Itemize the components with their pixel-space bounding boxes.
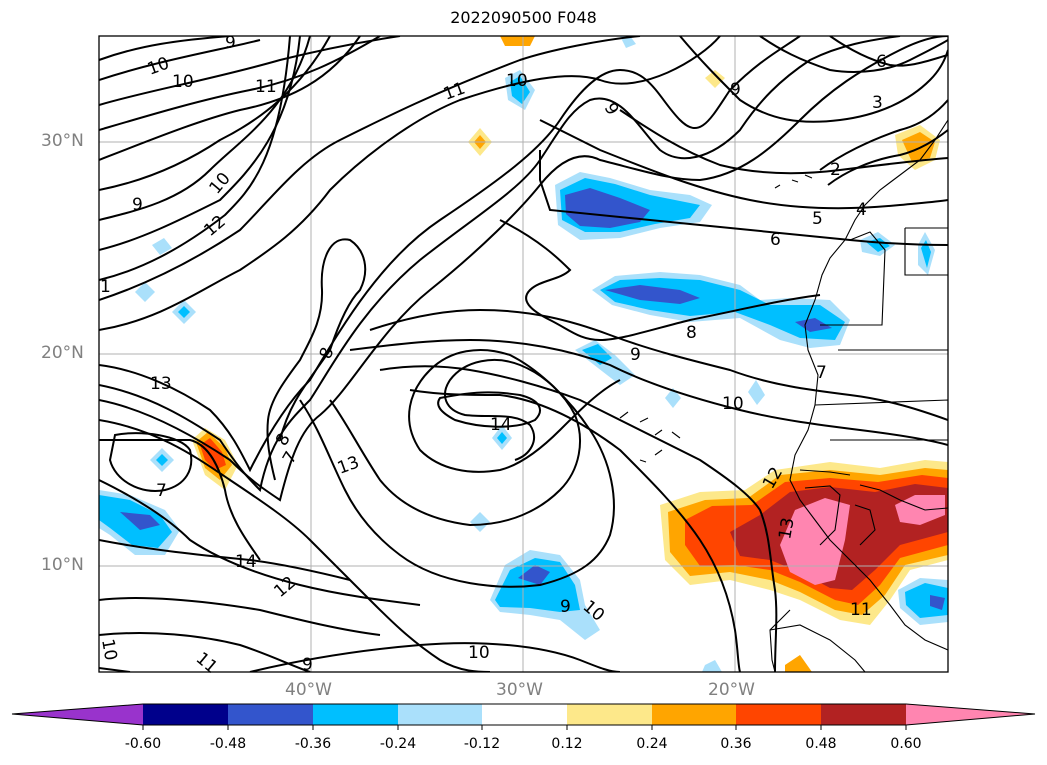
- contour-label: 3: [872, 93, 883, 113]
- contour-label: 8: [316, 345, 338, 362]
- contour-label: 9: [730, 80, 741, 100]
- lon-label-40w: 40°W: [285, 680, 332, 700]
- colorbar-tick-label: -0.60: [124, 736, 162, 752]
- colorbar-tick-label: 0.36: [720, 736, 752, 752]
- contour-label: 11: [192, 649, 221, 678]
- contour-label: 10: [206, 169, 235, 198]
- contour-label: 8: [686, 323, 697, 343]
- contour-label: 7: [156, 481, 167, 501]
- contour-label: 10: [722, 394, 744, 414]
- colorbar-tick-label: 0.24: [636, 736, 668, 752]
- contour-label: 4: [856, 200, 867, 220]
- colorbar-tick-label: -0.12: [463, 736, 501, 752]
- lat-label-30n: 30°N: [41, 131, 84, 151]
- colorbar-segment: [228, 704, 313, 725]
- contour-label: 9: [225, 33, 236, 53]
- colorbar-segment: [652, 704, 736, 725]
- colorbar-tick-label: 0.60: [890, 736, 922, 752]
- contour-label: 2: [830, 160, 841, 180]
- colorbar-tick-label: -0.48: [209, 736, 247, 752]
- colorbar-segment: [567, 704, 652, 725]
- colorbar-extend-min: [12, 704, 143, 725]
- contour-label: 14: [490, 415, 512, 435]
- contour-label: 6: [876, 52, 887, 72]
- colorbar-segment: [398, 704, 482, 725]
- colorbar-segment: [736, 704, 821, 725]
- contour-label: 10: [506, 71, 528, 91]
- colorbar-segment: [482, 704, 567, 725]
- contour-label: 11: [255, 77, 277, 97]
- map-frame: [98, 35, 949, 673]
- contour-label: 9: [600, 100, 623, 119]
- colorbar: [11, 703, 1036, 730]
- contour-label: 10: [468, 643, 490, 663]
- contour-lines: [99, 36, 948, 672]
- lat-label-10n: 10°N: [41, 555, 84, 575]
- warm-anomaly-pink: [780, 495, 945, 585]
- contour-label: 6: [770, 230, 781, 250]
- contour-label: 14: [235, 552, 257, 572]
- contour-label: 10: [97, 637, 120, 662]
- colorbar-segment: [143, 704, 228, 725]
- contour-label: 9: [132, 195, 143, 215]
- contour-label: 7: [816, 363, 827, 383]
- contour-label: 9: [302, 655, 313, 675]
- contour-label: 12: [270, 573, 299, 602]
- contour-label: 10: [172, 72, 194, 92]
- contour-label: 9: [560, 597, 571, 617]
- contour-label: 8: [272, 430, 295, 449]
- colorbar-tick-label: -0.36: [294, 736, 332, 752]
- contour-label: 5: [812, 209, 823, 229]
- colorbar-tick-label: -0.24: [379, 736, 417, 752]
- contour-label: 1: [100, 277, 111, 297]
- lon-label-30w: 30°W: [496, 680, 543, 700]
- lat-label-20n: 20°N: [41, 343, 84, 363]
- lon-label-20w: 20°W: [708, 680, 755, 700]
- contour-label: 13: [335, 453, 362, 479]
- contour-label: 7: [279, 448, 302, 467]
- colorbar-segment: [821, 704, 906, 725]
- colorbar-extend-max: [906, 704, 1035, 725]
- map-title: 2022090500 F048: [450, 8, 597, 27]
- contour-label: 13: [150, 374, 172, 394]
- contour-label: 12: [200, 212, 229, 241]
- contour-label: 9: [630, 345, 641, 365]
- colorbar-tick-label: 0.48: [805, 736, 837, 752]
- contour-label: 10: [145, 54, 172, 80]
- contour-label: 13: [775, 516, 798, 541]
- contour-label: 11: [850, 600, 872, 620]
- colorbar-tick-label: 0.12: [551, 736, 583, 752]
- shaded-field: [99, 36, 948, 672]
- colorbar-segment: [313, 704, 398, 725]
